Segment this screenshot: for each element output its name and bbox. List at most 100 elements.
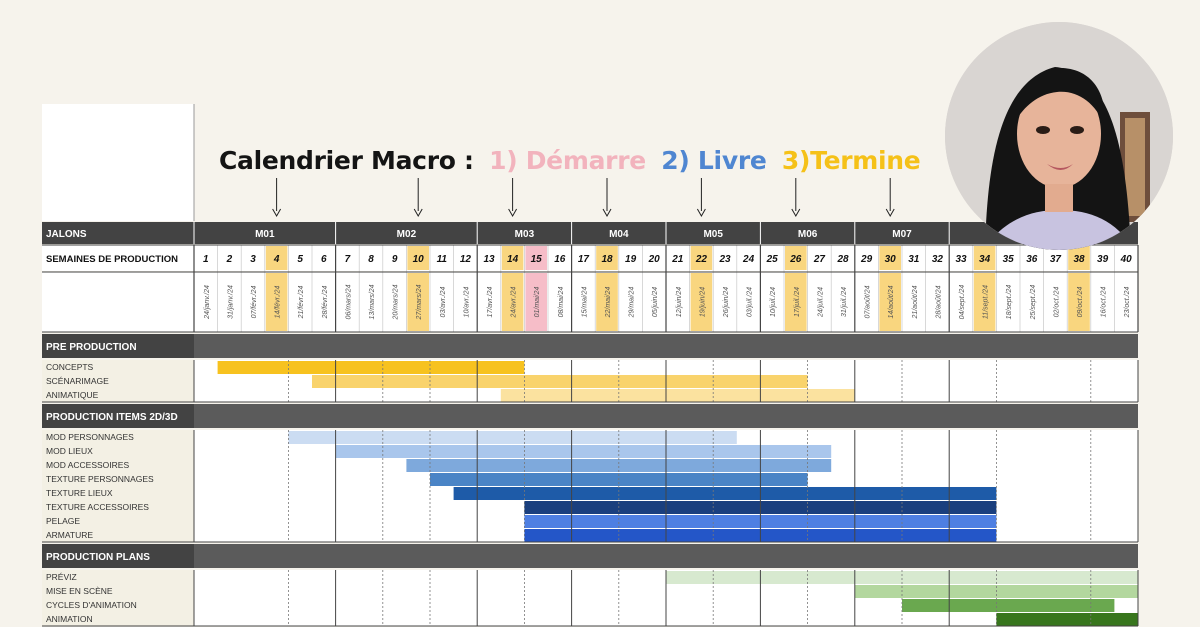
week-number: 15 [531, 254, 543, 265]
week-number: 4 [273, 254, 280, 265]
week-date: 28/août/24 [935, 285, 942, 319]
weeks-header: SEMAINES DE PRODUCTION [46, 254, 178, 265]
month-label: M06 [798, 229, 818, 240]
month-label: M03 [515, 229, 535, 240]
task-label: CONCEPTS [46, 362, 94, 372]
title-part-macro: Calendrier Macro : [219, 146, 474, 175]
milestone-arrowhead [272, 208, 282, 218]
task-bar [288, 431, 737, 444]
week-number: 6 [321, 254, 327, 265]
week-number: 16 [554, 254, 566, 265]
section-title: PRODUCTION PLANS [46, 552, 150, 563]
section-title: PRODUCTION ITEMS 2D/3D [46, 412, 178, 423]
week-number: 17 [578, 254, 590, 265]
task-bar [406, 459, 832, 472]
week-date: 10/juil./24 [770, 287, 777, 317]
week-date: 21/août/24 [912, 285, 919, 319]
week-date: 02/oct./24 [1053, 287, 1060, 318]
week-number: 33 [955, 254, 967, 265]
week-date: 21/févr./24 [298, 285, 305, 319]
week-date: 17/avr./24 [487, 286, 494, 317]
week-number: 34 [979, 254, 991, 265]
milestone-arrowhead [602, 208, 612, 218]
task-label: PRÉVIZ [46, 572, 77, 582]
title-part-start: 1) Démarre [489, 146, 646, 175]
highlighted-week [785, 246, 807, 270]
task-label: CYCLES D'ANIMATION [46, 600, 137, 610]
week-number: 30 [885, 254, 897, 265]
week-date: 05/juin/24 [652, 287, 659, 317]
highlighted-week [407, 246, 429, 270]
task-label: PELAGE [46, 516, 80, 526]
week-number: 40 [1120, 254, 1133, 265]
week-date: 01/mai/24 [534, 287, 541, 318]
task-label: MOD LIEUX [46, 446, 93, 456]
week-number: 36 [1026, 254, 1038, 265]
week-number: 10 [413, 254, 425, 265]
week-number: 24 [742, 254, 755, 265]
week-number: 7 [345, 254, 351, 265]
week-date: 24/avr./24 [511, 286, 518, 318]
title-part-deliver: 2) Livre [661, 146, 767, 175]
week-date: 12/juin/24 [676, 287, 683, 317]
month-label: M04 [609, 229, 629, 240]
section-title: PRE PRODUCTION [46, 342, 137, 353]
section-header [42, 544, 1138, 568]
month-label: M05 [703, 229, 723, 240]
section-header [42, 334, 1138, 358]
week-number: 28 [836, 254, 849, 265]
week-date: 03/avr./24 [440, 286, 447, 317]
task-label: ANIMATION [46, 614, 93, 624]
week-date: 09/oct./24 [1077, 287, 1084, 318]
week-date: 26/juin/24 [723, 287, 730, 318]
milestone-arrowhead [696, 208, 706, 218]
week-number: 3 [250, 254, 256, 265]
week-date: 28/févr./24 [322, 285, 329, 319]
week-number: 8 [368, 254, 374, 265]
week-date: 04/sept./24 [959, 285, 966, 320]
week-number: 14 [507, 254, 519, 265]
week-number: 20 [648, 254, 661, 265]
week-number: 27 [813, 254, 826, 265]
week-date: 07/août/24 [865, 285, 872, 318]
task-bar [312, 375, 808, 388]
highlighted-week [525, 246, 547, 270]
task-label: MOD ACCESSOIRES [46, 460, 129, 470]
milestone-arrowhead [885, 208, 895, 218]
week-date: 07/févr./24 [251, 285, 258, 318]
week-number: 31 [908, 254, 920, 265]
task-bar [902, 599, 1115, 612]
week-number: 19 [625, 254, 637, 265]
presenter-silhouette-icon [945, 22, 1173, 250]
milestone-arrowhead [791, 208, 801, 218]
week-number: 2 [226, 254, 233, 265]
task-label: MOD PERSONNAGES [46, 432, 134, 442]
week-number: 12 [460, 254, 472, 265]
title-part-finish: 3)Termine [781, 146, 921, 175]
task-bar [453, 487, 997, 500]
week-date: 31/juil./24 [841, 287, 848, 317]
highlighted-week [690, 246, 713, 270]
week-number: 23 [718, 254, 731, 265]
highlighted-week [265, 246, 288, 270]
week-date: 03/juil./24 [747, 287, 754, 317]
week-number: 21 [671, 254, 684, 265]
week-date: 27/mars/24 [416, 284, 423, 320]
task-bar [666, 571, 1138, 584]
week-number: 11 [437, 254, 448, 265]
highlighted-week [501, 246, 524, 270]
week-date: 24/janv./24 [204, 285, 211, 320]
week-date: 17/juil./24 [794, 287, 801, 317]
task-label: TEXTURE PERSONNAGES [46, 474, 154, 484]
week-number: 35 [1003, 254, 1015, 265]
presenter-video-avatar [945, 22, 1173, 250]
highlighted-week [879, 246, 901, 270]
week-date: 14/févr./24 [275, 285, 282, 318]
week-date: 20/mars/24 [393, 284, 400, 320]
task-label: TEXTURE LIEUX [46, 488, 113, 498]
week-date: 13/mars/24 [369, 284, 376, 319]
task-label: MISE EN SCÈNE [46, 586, 113, 596]
week-date: 22/mai/24 [605, 287, 612, 319]
task-label: ANIMATIQUE [46, 390, 99, 400]
